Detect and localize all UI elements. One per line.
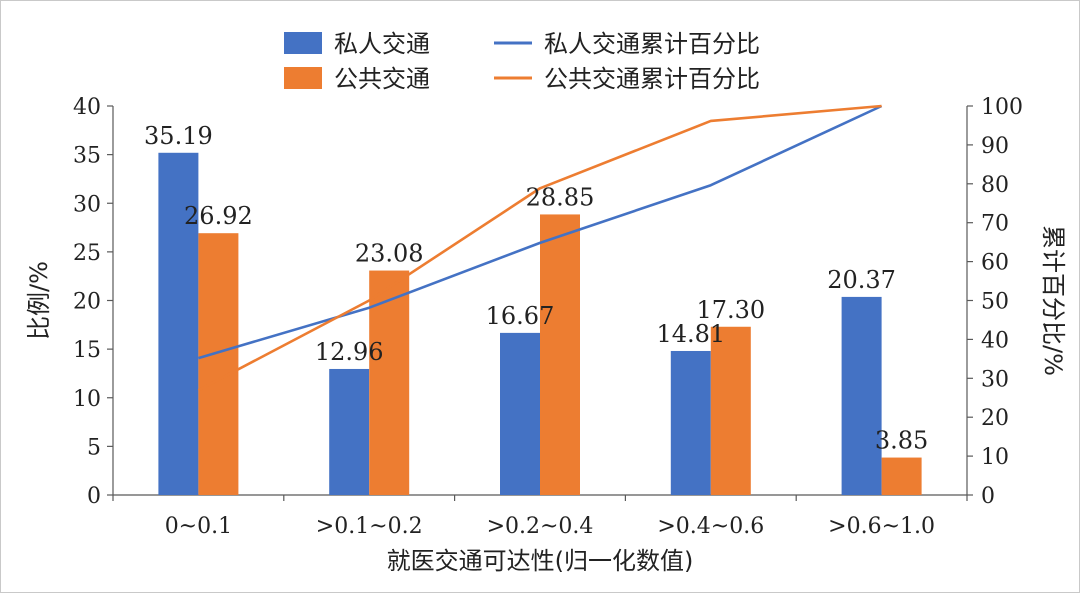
y-right-tick-label: 80	[981, 173, 1009, 198]
bar-private	[670, 350, 711, 495]
bar-public	[198, 233, 239, 495]
data-label-public: 26.92	[184, 202, 253, 230]
y-left-tick-label: 15	[73, 338, 101, 363]
y-right-tick-label: 40	[981, 328, 1009, 353]
line-private-cumulative	[198, 104, 883, 360]
x-axis-title: 就医交通可达性(归一化数值)	[387, 547, 694, 575]
y-axis-left-title: 比例/%	[25, 261, 53, 340]
legend-public-transport-label: 公共交通	[334, 65, 430, 93]
legend-public-transport-swatch	[284, 67, 322, 89]
y-right-tick-label: 70	[981, 212, 1009, 237]
x-tick-label: 0~0.1	[165, 514, 232, 539]
y-right-tick-label: 100	[981, 95, 1023, 120]
bar-private	[500, 332, 540, 495]
bar-private	[329, 368, 370, 495]
bar-private	[158, 152, 199, 495]
y-left-tick-label: 5	[87, 435, 101, 460]
y-right-tick-label: 90	[981, 134, 1009, 159]
bar-public	[369, 270, 410, 495]
bar-public	[881, 457, 922, 495]
data-label-public: 3.85	[875, 427, 928, 455]
data-label-public: 17.30	[696, 296, 765, 324]
data-label-private: 12.96	[315, 338, 384, 366]
y-right-tick-label: 0	[981, 484, 995, 509]
data-label-public: 28.85	[526, 183, 595, 211]
data-label-private: 20.37	[827, 266, 896, 294]
bar-public	[540, 214, 580, 495]
y-right-tick-label: 60	[981, 251, 1009, 276]
x-tick-label: >0.4~0.6	[657, 514, 764, 539]
y-right-tick-label: 50	[981, 290, 1009, 315]
y-left-tick-label: 0	[87, 484, 101, 509]
y-left-tick-label: 30	[73, 192, 101, 217]
legend-private-cumulative-label: 私人交通累计百分比	[544, 30, 760, 58]
legend-private-transport-label: 私人交通	[334, 30, 430, 58]
bar-private	[841, 296, 882, 495]
y-right-tick-label: 30	[981, 367, 1009, 392]
bar-public	[710, 326, 751, 495]
y-left-tick-label: 40	[73, 95, 101, 120]
y-left-tick-label: 10	[73, 387, 101, 412]
y-axis-right-title: 累计百分比/%	[1039, 225, 1067, 376]
axes-layer: 0 5 10 15 20 25 30 35 40 0 10 20 30 40 50 60 70 80 90 100	[73, 95, 1023, 509]
y-right-tick-label: 10	[981, 445, 1009, 470]
y-left-tick-label: 25	[73, 241, 101, 266]
x-tick-label: >0.2~0.4	[487, 514, 594, 539]
data-label-public: 23.08	[355, 240, 424, 268]
y-right-tick-label: 20	[981, 406, 1009, 431]
bars-layer	[158, 152, 922, 495]
x-tick-label: >0.1~0.2	[316, 514, 423, 539]
lines-layer	[197, 104, 883, 392]
line-public-cumulative	[197, 104, 882, 392]
data-label-private: 16.67	[486, 302, 555, 330]
y-left-tick-label: 35	[73, 144, 101, 169]
legend-private-transport-swatch	[284, 32, 322, 54]
y-left-tick-label: 20	[73, 290, 101, 315]
legend-public-cumulative-label: 公共交通累计百分比	[544, 65, 760, 93]
x-tick-label: >0.6~1.0	[828, 514, 935, 539]
labels-layer: 0~0.1 >0.1~0.2 >0.2~0.4 >0.4~0.6 >0.6~1.0 35.…	[144, 122, 935, 539]
data-label-private: 14.81	[656, 320, 725, 348]
data-label-private: 35.19	[144, 122, 213, 150]
